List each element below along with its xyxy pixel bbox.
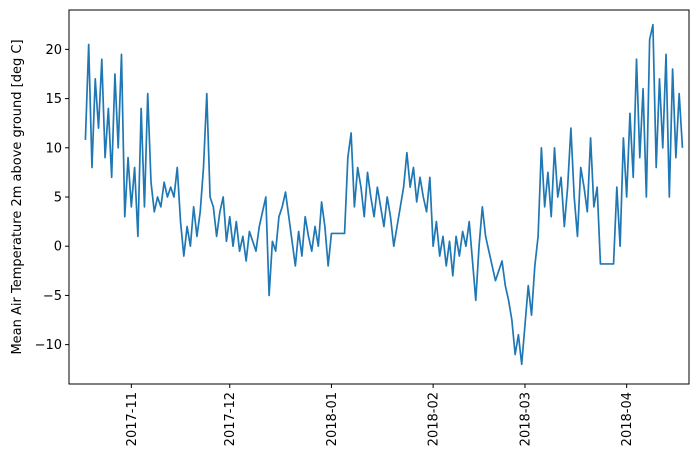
y-tick-label: 15 bbox=[45, 92, 62, 107]
y-axis-label: Mean Air Temperature 2m above ground [de… bbox=[10, 39, 25, 354]
x-tick-label: 2018-03 bbox=[518, 392, 533, 446]
x-tick-label: 2018-04 bbox=[620, 392, 635, 446]
y-tick-label: −5 bbox=[43, 289, 62, 304]
y-tick-label: 20 bbox=[45, 43, 62, 58]
y-tick-label: −10 bbox=[35, 338, 62, 353]
x-axis: 2017-11 2017-12 2018-01 2018-02 2018-03 2018-… bbox=[125, 384, 635, 446]
x-tick-label: 2017-12 bbox=[223, 392, 238, 446]
y-tick-label: 10 bbox=[45, 141, 62, 156]
series-layer bbox=[84, 23, 684, 366]
x-tick-label: 2018-01 bbox=[325, 392, 340, 446]
y-tick-label: 0 bbox=[54, 240, 62, 255]
y-tick-label: 5 bbox=[54, 191, 62, 206]
y-axis: −10 −5 0 5 10 15 20 bbox=[35, 43, 69, 353]
x-tick-label: 2018-02 bbox=[427, 392, 442, 446]
series-line-0 bbox=[84, 23, 684, 366]
x-tick-label: 2017-11 bbox=[125, 392, 140, 446]
